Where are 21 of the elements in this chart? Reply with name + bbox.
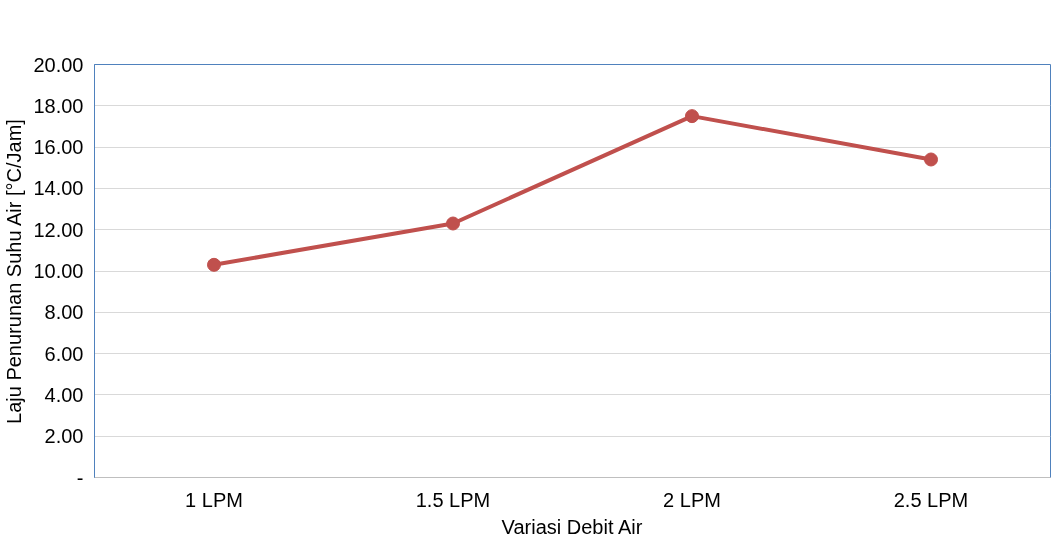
y-tick-label: 14.00 — [33, 177, 84, 200]
y-axis-title: Laju Penurunan Suhu Air [°C/Jam] — [3, 119, 26, 424]
y-tick-label: 10.00 — [33, 260, 84, 282]
point — [207, 257, 221, 272]
y-tick-label: 16.00 — [33, 136, 84, 159]
y-tick-label: 18.00 — [33, 94, 84, 117]
y-tick-label: 4.00 — [44, 383, 84, 406]
x-tick-label: 1 LPM — [185, 488, 243, 511]
x-tick-label: 1.5 LPM — [415, 488, 491, 511]
point — [446, 216, 460, 231]
point — [685, 109, 699, 124]
y-tick-label: 6.00 — [44, 342, 84, 365]
y-tick-label: 8.00 — [44, 301, 84, 324]
x-tick-label: 2 LPM — [663, 488, 721, 511]
x-axis-title: Variasi Debit Air — [501, 515, 643, 538]
y-tick-label: 12.00 — [33, 218, 84, 241]
x-tick-label: 2.5 LPM — [893, 488, 969, 511]
point — [924, 152, 938, 167]
y-tick-label: 20.00 — [33, 53, 84, 76]
y-tick-label: 2.00 — [44, 425, 84, 448]
y-tick-label: - — [76, 466, 84, 489]
